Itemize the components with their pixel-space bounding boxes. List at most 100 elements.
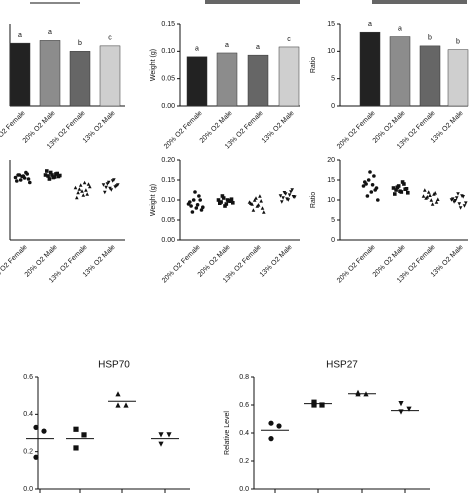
significance-label: a [398, 25, 402, 32]
point [268, 420, 274, 426]
y-tick-label: 0.15 [161, 177, 175, 184]
x-tick-label: 20% O2 Female [0, 244, 29, 285]
chart-title: HSP27 [326, 360, 358, 371]
point [260, 206, 265, 210]
point [398, 401, 404, 407]
y-tick-label: 0.6 [23, 374, 33, 381]
y-tick-label: 0 [331, 103, 335, 110]
point [110, 179, 115, 183]
point [198, 198, 202, 202]
y-axis-label: Ratio [310, 57, 317, 73]
point [84, 188, 88, 192]
panel-header-box [205, 0, 300, 4]
significance-label: a [225, 42, 229, 49]
point [103, 190, 107, 195]
x-tick-label: 13% O2 Male [82, 110, 117, 145]
point [259, 199, 263, 203]
point [216, 198, 221, 202]
bar [419, 45, 441, 107]
point [33, 424, 39, 430]
point [361, 184, 366, 188]
y-axis-label: Weight (g) [150, 49, 157, 81]
point [50, 173, 54, 177]
x-tick-label: 20% O2 Male [199, 110, 234, 145]
point [282, 191, 287, 195]
point [13, 175, 18, 180]
y-axis-label: Weight (g) [150, 184, 157, 216]
point [228, 199, 232, 203]
y-tick-label: 0.6 [239, 402, 249, 409]
point [393, 192, 397, 196]
point [256, 203, 261, 207]
point [115, 391, 121, 397]
point [402, 182, 406, 186]
y-tick-label: 0.20 [161, 157, 175, 164]
point [158, 441, 164, 447]
point [319, 402, 325, 408]
point [293, 195, 297, 199]
bar [69, 51, 91, 107]
bar [216, 52, 238, 107]
point [108, 186, 112, 191]
point [81, 193, 86, 197]
y-tick-label: 5 [331, 76, 335, 83]
point [280, 200, 284, 204]
x-tick-label: 20% O2 Female [336, 110, 377, 151]
point [268, 436, 274, 442]
point [365, 194, 370, 198]
significance-label: a [18, 32, 22, 39]
bar [9, 42, 31, 107]
significance-label: b [428, 35, 432, 42]
bar [99, 45, 121, 107]
point [189, 204, 193, 208]
point [22, 176, 27, 180]
point [105, 182, 110, 186]
point [451, 197, 455, 201]
point [45, 169, 49, 173]
point [41, 428, 47, 434]
point [43, 173, 48, 177]
y-tick-label: 0.2 [23, 449, 33, 456]
y-tick-label: 0.00 [161, 103, 175, 110]
point [223, 204, 227, 208]
point [28, 180, 32, 185]
point [369, 190, 374, 194]
point [225, 198, 230, 202]
y-tick-label: 0.0 [23, 486, 33, 493]
point [195, 203, 200, 207]
point [88, 184, 92, 189]
point [285, 197, 289, 201]
point [289, 190, 293, 194]
point [251, 208, 256, 212]
y-axis-label: Relative Level [224, 411, 231, 455]
point [75, 195, 79, 200]
significance-label: a [256, 44, 260, 51]
significance-label: a [195, 46, 199, 53]
point [78, 183, 83, 187]
y-tick-label: 20 [327, 157, 335, 164]
point [101, 183, 106, 187]
point [20, 174, 24, 179]
point [403, 187, 407, 191]
point [231, 201, 235, 205]
bar [359, 31, 381, 107]
point [398, 189, 402, 193]
point [193, 190, 197, 194]
point [311, 399, 317, 405]
point [191, 198, 196, 202]
chart-title: HSP70 [98, 360, 130, 371]
point [428, 193, 432, 197]
panel-header-box [372, 0, 467, 4]
x-tick-label: 20% O2 Male [197, 244, 232, 279]
point [436, 197, 440, 201]
x-tick-label: 20% O2 Female [0, 110, 27, 151]
point [48, 170, 53, 175]
y-tick-label: 0.05 [161, 76, 175, 83]
point [391, 186, 396, 190]
point [258, 194, 262, 198]
y-tick-label: 0.05 [161, 217, 175, 224]
y-tick-label: 0.2 [239, 458, 249, 465]
x-tick-label: 20% O2 Female [161, 244, 202, 285]
point [430, 202, 435, 206]
